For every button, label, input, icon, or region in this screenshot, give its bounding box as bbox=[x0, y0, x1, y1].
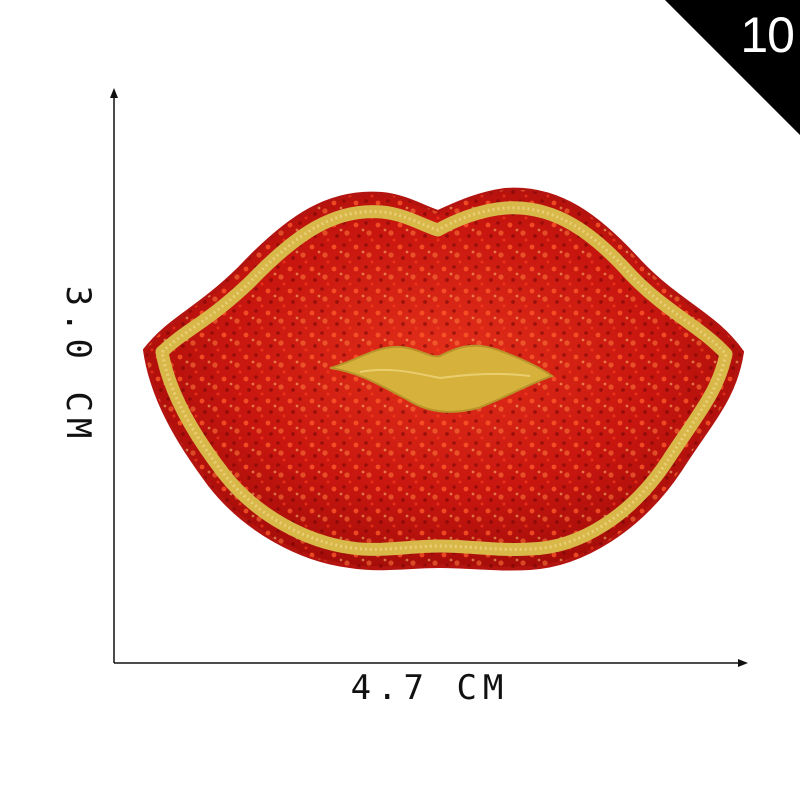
width-label: 4.7 CM bbox=[350, 668, 510, 708]
corner-triangle bbox=[665, 0, 800, 135]
vertical-arrow-head bbox=[110, 88, 118, 98]
gold-outline-stitch bbox=[160, 206, 728, 551]
height-label: 3.0 CM bbox=[58, 285, 98, 445]
mouth-line-highlight bbox=[359, 368, 531, 380]
dimension-axes bbox=[110, 88, 748, 667]
horizontal-arrow-head bbox=[738, 659, 748, 667]
lips-patch bbox=[142, 187, 745, 571]
corner-number: 10 bbox=[740, 7, 795, 63]
